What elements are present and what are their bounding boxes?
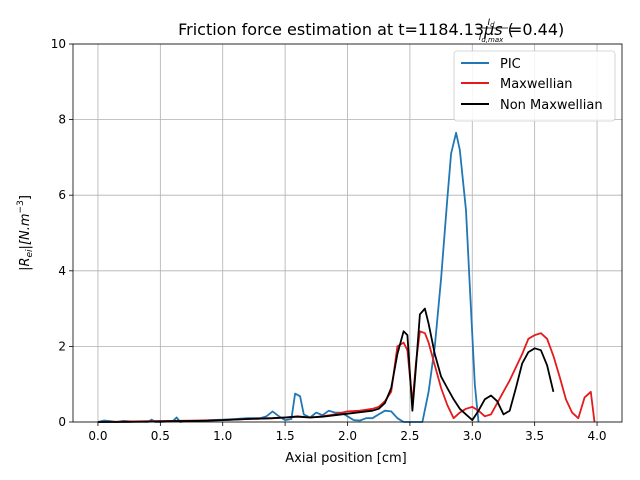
x-tick-label: 3.0 <box>463 429 482 443</box>
title-paren-open: ( <box>503 20 514 39</box>
y-ticks: 0 2 4 6 8 10 <box>51 37 73 429</box>
x-tick-label: 3.5 <box>525 429 544 443</box>
chart-title: Friction force estimation at t=1184.13μs… <box>178 20 514 39</box>
y-tick-label: 2 <box>58 339 66 353</box>
x-tick-label: 1.0 <box>213 429 232 443</box>
legend-label-maxwellian: Maxwellian <box>500 77 573 92</box>
y-tick-label: 4 <box>58 264 66 278</box>
legend-entry-maxwellian: Maxwellian <box>461 77 573 92</box>
x-tick-label: 4.0 <box>587 429 606 443</box>
x-ticks: 0.0 0.5 1.0 1.5 2.0 2.5 3.0 3.5 4.0 <box>88 422 607 443</box>
x-tick-label: 0.0 <box>88 429 107 443</box>
x-tick-label: 0.5 <box>151 429 170 443</box>
legend-label-pic: PIC <box>500 57 521 72</box>
y-tick-label: 6 <box>58 188 66 202</box>
title-ratio: =0.44) <box>509 20 564 39</box>
y-tick-label: 8 <box>58 113 66 127</box>
y-tick-label: 10 <box>51 37 66 51</box>
x-tick-label: 1.5 <box>276 429 295 443</box>
y-axis-label: |Rei|[N.m−3] <box>16 195 35 271</box>
series-line-non-maxwellian <box>98 307 555 423</box>
x-tick-label: 2.0 <box>338 429 357 443</box>
x-tick-label: 2.5 <box>400 429 419 443</box>
x-axis-label: Axial position [cm] <box>285 451 407 466</box>
legend: PIC Maxwellian Non Maxwellian <box>453 50 616 122</box>
legend-label-non-maxwellian: Non Maxwellian <box>500 98 603 113</box>
legend-entry-pic: PIC <box>461 57 521 72</box>
title-frac-den: Id,max <box>479 33 504 44</box>
title-unit: μs <box>483 20 503 39</box>
legend-entry-non-maxwellian: Non Maxwellian <box>461 98 603 113</box>
legend-box <box>453 50 616 122</box>
title-prefix: Friction force estimation at t=1184.13 <box>178 20 484 39</box>
y-tick-label: 0 <box>58 415 66 429</box>
title-frac-num: Id <box>487 18 495 29</box>
